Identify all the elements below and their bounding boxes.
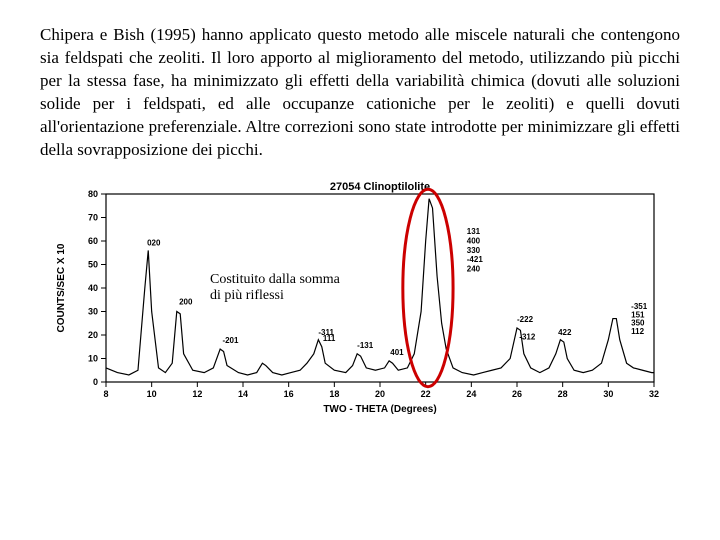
svg-text:200: 200: [179, 297, 193, 306]
svg-text:8: 8: [103, 389, 108, 399]
svg-text:COUNTS/SEC X 10: COUNTS/SEC X 10: [56, 243, 67, 332]
svg-text:330: 330: [467, 245, 481, 254]
svg-text:111: 111: [323, 334, 336, 343]
svg-text:240: 240: [467, 264, 481, 273]
svg-text:-222: -222: [517, 315, 534, 324]
svg-text:20: 20: [88, 330, 98, 340]
svg-text:10: 10: [88, 353, 98, 363]
svg-text:22: 22: [421, 389, 431, 399]
svg-text:131: 131: [467, 227, 481, 236]
svg-text:401: 401: [390, 348, 404, 357]
svg-text:400: 400: [467, 236, 481, 245]
annotation-box: Costituito dalla somma di più riflessi: [210, 272, 340, 306]
svg-text:0: 0: [93, 377, 98, 387]
svg-text:27054 Clinoptilolite: 27054 Clinoptilolite: [330, 181, 430, 193]
body-paragraph: Chipera e Bish (1995) hanno applicato qu…: [40, 24, 680, 162]
annotation-line2: di più riflessi: [210, 288, 284, 303]
svg-text:60: 60: [88, 236, 98, 246]
svg-text:-201: -201: [222, 336, 239, 345]
svg-text:70: 70: [88, 212, 98, 222]
svg-text:30: 30: [603, 389, 613, 399]
svg-text:30: 30: [88, 306, 98, 316]
xrd-chart-container: 0 10 20 30 40 50 60 70 80 8 10 12 14 16 18 20 22 24 26 28 30…: [50, 176, 670, 416]
svg-text:32: 32: [649, 389, 659, 399]
svg-text:28: 28: [558, 389, 568, 399]
svg-text:26: 26: [512, 389, 522, 399]
svg-text:-312: -312: [519, 332, 536, 341]
svg-text:TWO - THETA (Degrees): TWO - THETA (Degrees): [323, 404, 436, 415]
svg-text:80: 80: [88, 189, 98, 199]
svg-text:-131: -131: [357, 341, 374, 350]
svg-text:20: 20: [375, 389, 385, 399]
annotation-line1: Costituito dalla somma: [210, 272, 340, 287]
svg-text:-421: -421: [467, 255, 484, 264]
svg-text:16: 16: [284, 389, 294, 399]
svg-text:24: 24: [466, 389, 476, 399]
svg-text:50: 50: [88, 259, 98, 269]
svg-text:14: 14: [238, 389, 248, 399]
svg-text:422: 422: [558, 328, 572, 337]
svg-text:40: 40: [88, 283, 98, 293]
svg-text:12: 12: [192, 389, 202, 399]
svg-text:020: 020: [147, 238, 161, 247]
svg-text:10: 10: [147, 389, 157, 399]
svg-text:112: 112: [631, 326, 644, 335]
svg-text:18: 18: [329, 389, 339, 399]
xrd-chart: 0 10 20 30 40 50 60 70 80 8 10 12 14 16 18 20 22 24 26 28 30…: [50, 176, 670, 416]
